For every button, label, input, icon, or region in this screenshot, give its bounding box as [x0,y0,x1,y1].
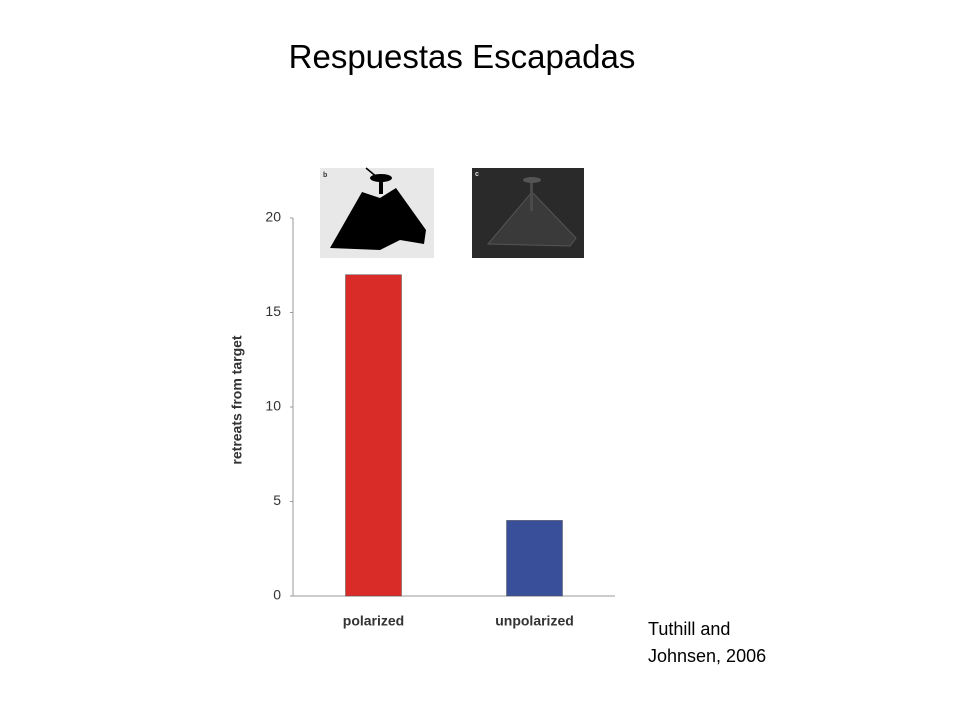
slide-title: Respuestas Escapadas [288,38,636,75]
y-tick-label: 20 [265,209,281,225]
bar [506,520,563,597]
inset-image-c: c [472,168,584,258]
x-tick-label: polarized [343,613,404,629]
y-tick-label: 0 [273,587,281,603]
x-tick-label: unpolarized [495,613,574,629]
panel-label: b [323,172,327,179]
y-tick-label: 5 [273,492,281,508]
y-axis-label: retreats from target [229,335,245,464]
panel-label: c [475,171,479,178]
inset-image-b: b [320,167,434,258]
bar [345,274,402,597]
citation: Tuthill and Johnsen, 2006 [648,619,767,666]
y-tick-label: 15 [265,303,281,319]
y-tick-label: 10 [265,398,281,414]
